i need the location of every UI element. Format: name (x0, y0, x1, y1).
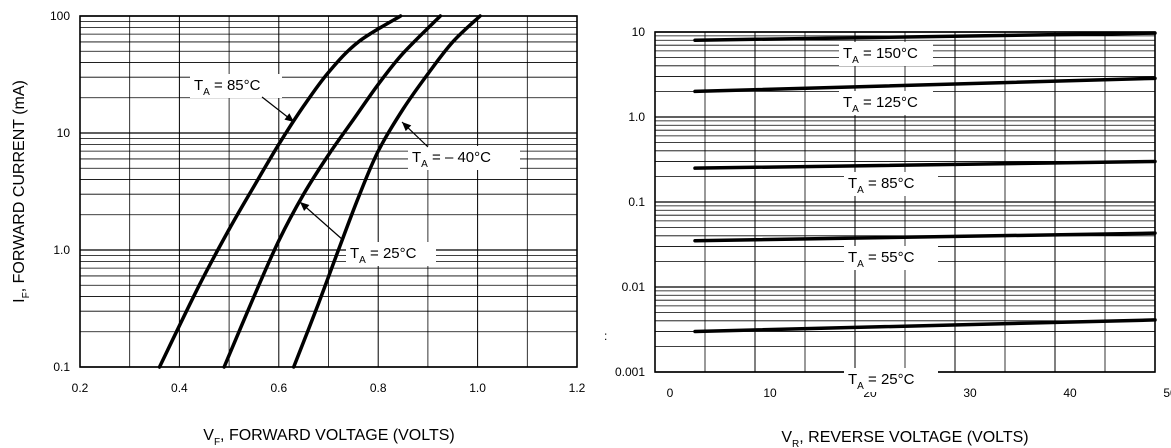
y-tick-label: 0.1 (628, 195, 645, 209)
series-line (157, 14, 403, 369)
annotation-leader (299, 201, 344, 241)
y-axis-title: IF, FORWARD CURRENT (mA) (11, 80, 32, 303)
y-tick-label: 0.1 (53, 360, 70, 374)
series-label-bg (346, 242, 436, 266)
x-axis-title: VF, FORWARD VOLTAGE (VOLTS) (203, 427, 454, 448)
series-line (693, 31, 1157, 42)
y-tick-label: 100 (50, 9, 70, 23)
arrow-head (402, 122, 412, 132)
series-label-bg (408, 146, 520, 170)
y-tick-label: 1.0 (628, 110, 645, 124)
y-tick-label: 10 (57, 126, 71, 140)
x-tick-label: 0.6 (270, 381, 287, 395)
arrow-head (284, 113, 294, 122)
series-line (693, 318, 1157, 334)
series-label: TA = 85°C (848, 175, 915, 196)
forward-voltage-chart: 0.1 1.0 10 100 0.2 0.4 0.6 0.8 1.0 1.2 TA = 85°C TA… (11, 9, 586, 448)
series-line (222, 14, 443, 369)
x-tick-label: 10 (763, 386, 777, 400)
x-tick-label: 40 (1063, 386, 1077, 400)
series-label: TA = – 40°C (412, 149, 491, 170)
series-label-bg (190, 74, 282, 98)
series-label: TA = 150°C (843, 45, 918, 66)
y-tick-label: 0.01 (622, 280, 646, 294)
x-tick-label: 1.0 (469, 381, 486, 395)
series-label-bg (844, 246, 938, 270)
plot-frame (79, 15, 578, 368)
series-line (291, 14, 482, 369)
series-line (693, 231, 1157, 243)
x-tick-label: 1.2 (569, 381, 586, 395)
series-label: TA = 25°C (848, 371, 915, 392)
y-tick-label: 1.0 (53, 243, 70, 257)
x-axis-title: VR, REVERSE VOLTAGE (VOLTS) (781, 429, 1028, 448)
stray-mark: : (604, 329, 607, 343)
x-tick-label: 0.2 (72, 381, 89, 395)
y-tick-label: 0.001 (615, 365, 645, 379)
x-tick-label: 0.4 (171, 381, 188, 395)
series-line (693, 76, 1157, 94)
x-tick-label: 0 (667, 386, 674, 400)
series-label-bg (839, 91, 933, 115)
x-tick-label: 50 (1163, 386, 1171, 400)
series-label: TA = 125°C (843, 94, 918, 115)
series-label: TA = 25°C (350, 245, 417, 266)
x-tick-label: 0.8 (370, 381, 387, 395)
series-line (693, 159, 1157, 170)
series-label: TA = 55°C (848, 249, 915, 270)
y-tick-label: 10 (632, 25, 646, 39)
series-label-bg (839, 42, 933, 66)
series-label-bg (844, 368, 938, 392)
series-label: TA = 85°C (194, 77, 261, 98)
series-label-bg (844, 172, 938, 196)
x-tick-label: 30 (963, 386, 977, 400)
arrow-head (300, 202, 310, 211)
